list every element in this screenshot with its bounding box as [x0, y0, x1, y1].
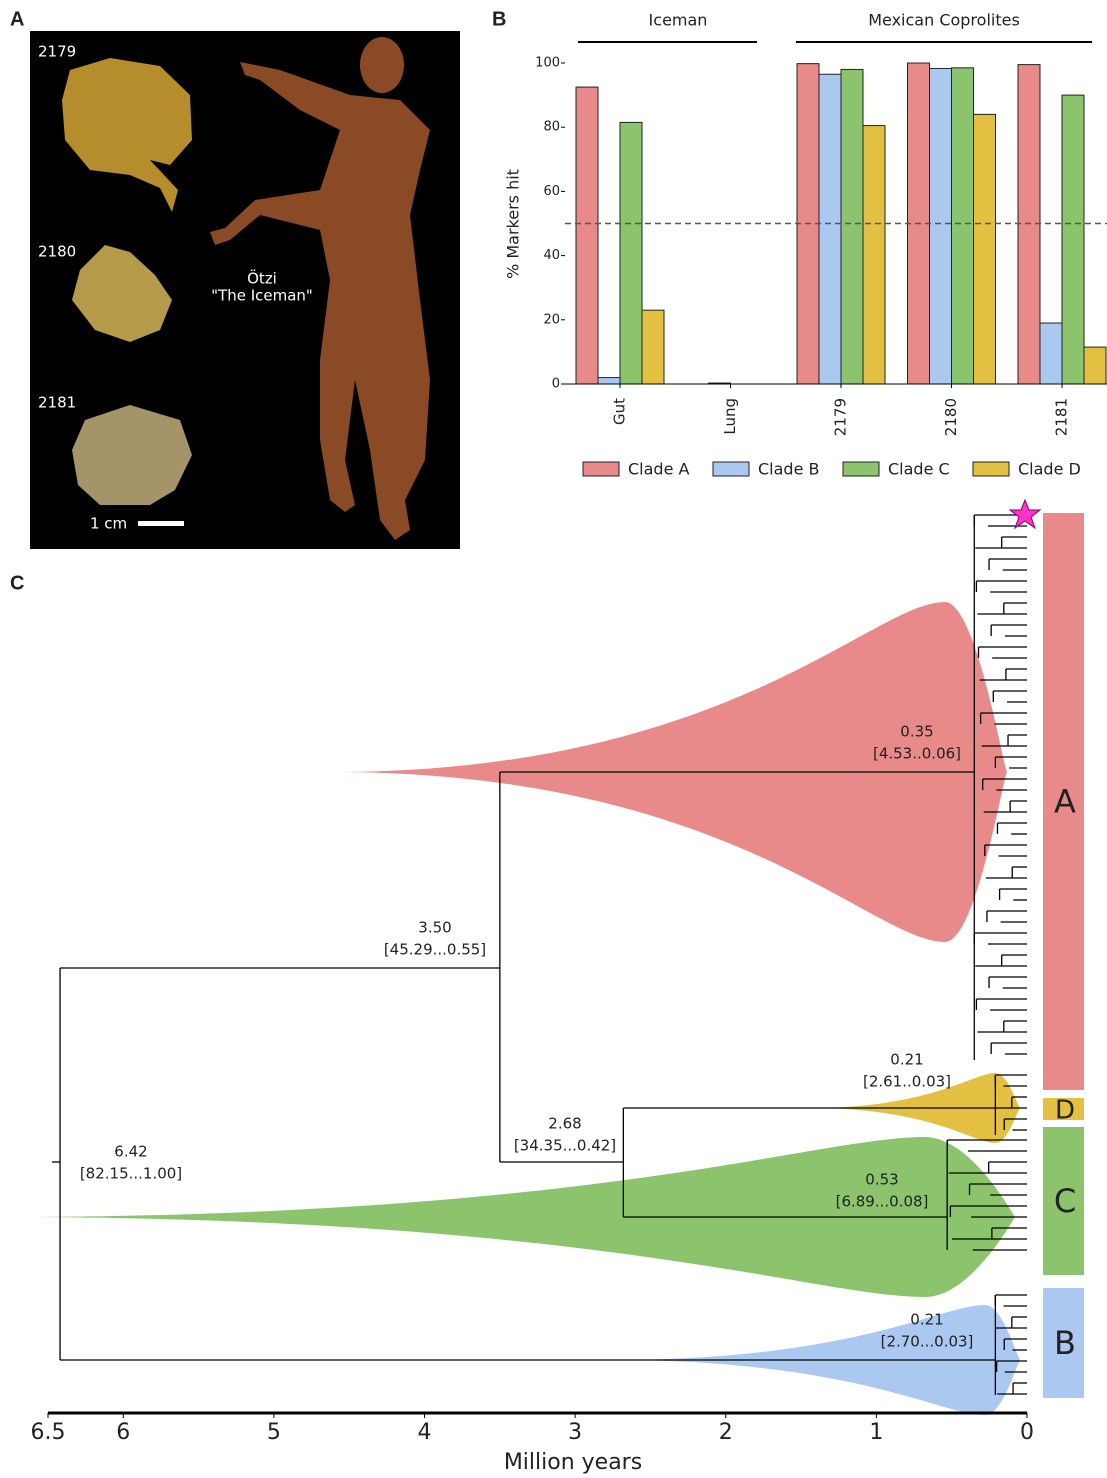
clade-label: B — [1054, 1324, 1076, 1362]
panel-label: A — [10, 8, 24, 30]
node-interval: [2.70...0.03] — [881, 1333, 974, 1351]
age-densities — [20, 602, 1020, 1415]
clade-label: C — [1054, 1182, 1076, 1220]
legend-swatch — [712, 461, 750, 477]
clade-label: A — [1054, 783, 1076, 821]
clade-label: D — [1055, 1096, 1075, 1126]
star-marker — [1008, 498, 1042, 530]
node-age: 6.42 — [114, 1143, 147, 1161]
y-tick-label: 80 — [543, 120, 560, 135]
bar — [951, 67, 974, 385]
panel-label: B — [492, 8, 506, 30]
bar — [818, 73, 842, 385]
bar — [1017, 64, 1041, 385]
coprolite-2181 — [72, 405, 192, 505]
legend-swatch — [582, 461, 620, 477]
node-age: 0.35 — [900, 723, 933, 741]
legend-swatch — [972, 461, 1010, 477]
bar — [619, 121, 643, 385]
sample-label: 2181 — [38, 394, 76, 412]
y-tick-label: 60 — [543, 184, 560, 199]
x-tick-label: 1 — [869, 1420, 883, 1445]
legend-label: Clade A — [628, 460, 690, 479]
node-interval: [4.53..0.06] — [873, 745, 961, 763]
y-tick-label: 0 — [552, 377, 560, 392]
clade-bar — [1043, 1127, 1084, 1275]
sample-label: 2180 — [38, 243, 76, 261]
scale-label: 1 cm — [90, 515, 127, 533]
bar — [641, 309, 665, 385]
node-interval: [2.61..0.03] — [863, 1073, 951, 1091]
x-tick-label: 3 — [568, 1420, 582, 1445]
bar — [575, 86, 599, 385]
panel-label: C — [10, 572, 24, 594]
node-interval: [82.15...1.00] — [80, 1165, 182, 1183]
bar — [1083, 346, 1107, 385]
x-tick-label: 4 — [418, 1420, 432, 1445]
x-tick-label: 0 — [1020, 1420, 1034, 1445]
x-tick-label: Gut — [611, 398, 629, 425]
x-tick-label: 2 — [719, 1420, 733, 1445]
bar — [929, 67, 952, 385]
bar — [840, 68, 864, 385]
bar — [1061, 94, 1085, 385]
x-tick-label: 6.5 — [31, 1420, 66, 1445]
coprolite-2179 — [62, 58, 192, 212]
mummy — [210, 37, 430, 540]
clade-bar — [1043, 1098, 1084, 1120]
node-age: 0.21 — [890, 1051, 923, 1069]
y-tick-label: 100 — [535, 56, 560, 71]
x-axis-label: Million years — [504, 1450, 642, 1475]
x-tick-label: 2180 — [942, 398, 960, 436]
x-tick-label: 5 — [267, 1420, 281, 1445]
clade-bar — [1043, 1288, 1084, 1398]
y-tick-label: 40 — [543, 248, 560, 263]
x-tick-label: 2179 — [832, 398, 850, 436]
x-tick-label: 6 — [116, 1420, 130, 1445]
node-age: 0.53 — [865, 1171, 898, 1189]
node-age: 3.50 — [418, 919, 451, 937]
legend-label: Clade D — [1018, 460, 1081, 479]
mummy-label: Ötzi — [247, 269, 277, 288]
bar — [862, 125, 886, 385]
coprolite-2180 — [72, 245, 172, 342]
node-age: 0.21 — [910, 1311, 943, 1329]
clade-bar — [1043, 513, 1084, 1090]
node-interval: [34.35...0.42] — [514, 1137, 616, 1155]
scale-bar — [138, 521, 184, 526]
legend-label: Clade C — [888, 460, 950, 479]
node-age: 2.68 — [548, 1115, 581, 1133]
phylogeny — [52, 514, 1027, 1395]
bar — [1039, 322, 1063, 385]
x-tick-label: 2181 — [1053, 398, 1071, 436]
bar — [973, 113, 996, 385]
mummy-label: "The Iceman" — [211, 287, 313, 305]
group-label: Iceman — [649, 11, 708, 30]
sample-label: 2179 — [38, 43, 76, 61]
bar — [597, 377, 621, 385]
y-tick-label: 20 — [543, 312, 560, 327]
y-axis-label: % Markers hit — [504, 169, 523, 279]
legend-label: Clade B — [758, 460, 819, 479]
legend-swatch — [842, 461, 880, 477]
node-interval: [6.89...0.08] — [836, 1193, 929, 1211]
age-density — [20, 1137, 1015, 1297]
x-tick-label: Lung — [721, 398, 739, 435]
group-label: Mexican Coprolites — [868, 11, 1020, 30]
node-interval: [45.29...0.55] — [384, 941, 486, 959]
